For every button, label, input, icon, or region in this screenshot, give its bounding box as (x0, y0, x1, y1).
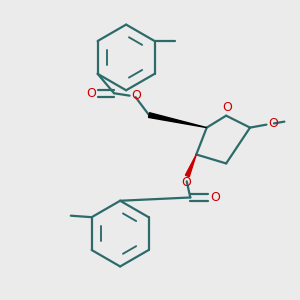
Text: O: O (210, 191, 220, 204)
Text: O: O (222, 101, 232, 114)
Text: O: O (86, 87, 96, 100)
Polygon shape (185, 154, 196, 177)
Text: O: O (181, 176, 191, 189)
Text: O: O (268, 117, 278, 130)
Text: O: O (131, 89, 141, 102)
Polygon shape (148, 113, 207, 128)
